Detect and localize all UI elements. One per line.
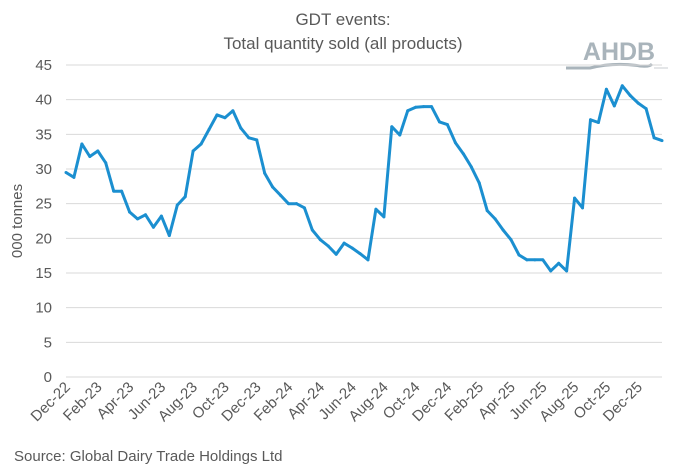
y-axis-label: 000 tonnes xyxy=(9,184,26,258)
data-point xyxy=(573,196,577,200)
data-point xyxy=(557,261,561,265)
data-point xyxy=(620,84,624,88)
data-point xyxy=(151,225,155,229)
y-tick-label: 35 xyxy=(35,126,52,143)
ahdb-logo: AHDB xyxy=(566,38,668,70)
y-tick-label: 45 xyxy=(35,57,52,74)
data-point xyxy=(366,258,370,262)
y-tick-label: 25 xyxy=(35,196,52,213)
data-point xyxy=(652,136,656,140)
data-point xyxy=(247,136,251,140)
data-point xyxy=(279,193,283,197)
logo-text: AHDB xyxy=(583,38,655,66)
data-point xyxy=(414,105,418,109)
data-point xyxy=(453,141,457,145)
data-point xyxy=(604,87,608,91)
data-point xyxy=(128,210,132,214)
data-point xyxy=(501,228,505,232)
data-point xyxy=(215,113,219,117)
data-point xyxy=(525,258,529,262)
y-tick-label: 15 xyxy=(35,265,52,282)
data-point xyxy=(342,241,346,245)
data-point xyxy=(223,116,227,120)
data-point xyxy=(430,105,434,109)
data-point xyxy=(445,123,449,127)
data-point xyxy=(231,109,235,113)
data-point xyxy=(167,234,171,238)
data-point xyxy=(136,217,140,221)
data-point xyxy=(239,126,243,130)
data-point xyxy=(485,209,489,213)
y-tick-label: 40 xyxy=(35,92,52,109)
data-point xyxy=(581,206,585,210)
data-point xyxy=(493,217,497,221)
data-point xyxy=(533,258,537,262)
data-point xyxy=(469,165,473,169)
data-point xyxy=(88,155,92,159)
y-tick-label: 30 xyxy=(35,161,52,178)
data-point xyxy=(358,252,362,256)
data-point xyxy=(612,104,616,108)
source-note: Source: Global Dairy Trade Holdings Ltd xyxy=(14,448,282,465)
data-point xyxy=(104,161,108,165)
data-point xyxy=(72,175,76,179)
data-point xyxy=(437,120,441,124)
data-point xyxy=(509,238,513,242)
data-point xyxy=(191,149,195,153)
data-point xyxy=(350,246,354,250)
data-point xyxy=(398,133,402,137)
chart-title: GDT events: xyxy=(295,10,390,29)
data-point xyxy=(565,269,569,273)
data-point xyxy=(636,101,640,105)
data-point xyxy=(390,125,394,129)
data-points xyxy=(64,84,664,273)
data-point xyxy=(64,170,68,174)
data-point xyxy=(263,171,267,175)
data-point xyxy=(112,189,116,193)
data-point xyxy=(255,138,259,142)
data-point xyxy=(644,107,648,111)
y-tick-label: 20 xyxy=(35,230,52,247)
data-point xyxy=(461,152,465,156)
data-point xyxy=(588,118,592,122)
data-point xyxy=(318,238,322,242)
data-point xyxy=(374,207,378,211)
data-point xyxy=(422,105,426,109)
data-point xyxy=(541,258,545,262)
data-point xyxy=(294,202,298,206)
series-line xyxy=(65,84,663,273)
data-point xyxy=(183,195,187,199)
data-point xyxy=(549,269,553,273)
y-tick-label: 5 xyxy=(44,334,52,351)
data-point xyxy=(628,94,632,98)
data-point xyxy=(334,252,338,256)
data-point xyxy=(120,189,124,193)
data-point xyxy=(175,203,179,207)
data-point xyxy=(159,214,163,218)
y-tick-label: 0 xyxy=(44,369,52,386)
data-point xyxy=(477,181,481,185)
data-point xyxy=(302,206,306,210)
data-point xyxy=(596,121,600,125)
data-point xyxy=(310,228,314,232)
data-point xyxy=(517,253,521,257)
data-point xyxy=(406,109,410,113)
data-point xyxy=(271,185,275,189)
data-point xyxy=(287,202,291,206)
data-point xyxy=(199,142,203,146)
data-point xyxy=(143,213,147,217)
data-point xyxy=(326,244,330,248)
data-point xyxy=(382,215,386,219)
chart-subtitle: Total quantity sold (all products) xyxy=(223,34,462,53)
data-point xyxy=(207,127,211,131)
y-tick-label: 10 xyxy=(35,300,52,317)
data-point xyxy=(96,149,100,153)
data-point xyxy=(80,142,84,146)
data-point xyxy=(660,139,664,143)
